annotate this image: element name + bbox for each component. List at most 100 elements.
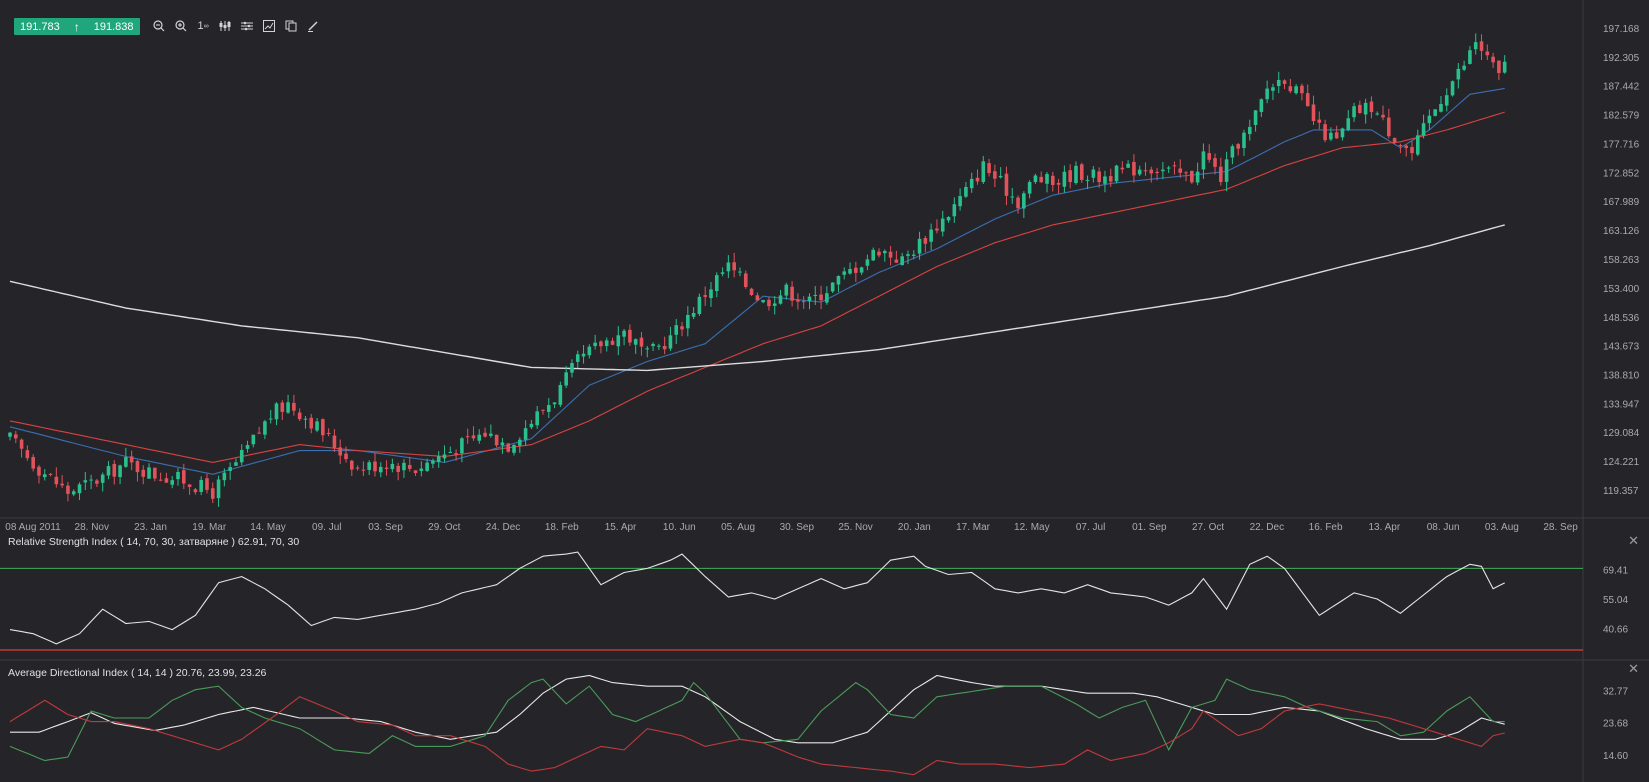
candle [95,478,99,488]
candle [448,446,453,453]
adx-y-tick-0: 32.77 [1603,687,1628,698]
candle [819,285,823,310]
candle [112,460,117,485]
candle [813,286,818,305]
candle [413,470,418,476]
candle [228,462,232,480]
copy-icon[interactable] [284,19,298,33]
candle [720,267,725,277]
candle [170,476,175,489]
arrow-up-icon: ↑ [73,19,80,34]
candle [350,459,354,476]
candle [1074,161,1078,185]
candle [361,461,366,477]
candle [1276,71,1281,94]
draw-icon[interactable] [306,19,320,33]
candle [1149,166,1154,183]
candle [888,245,893,266]
candle [1137,165,1142,177]
candle [593,334,597,350]
settings-icon[interactable] [240,19,254,33]
price-x-tick-13: 30. Sep [780,522,815,533]
indicators-icon[interactable] [218,19,232,33]
candle [894,250,899,264]
chart-toolbar: 1 ∞ [152,19,320,33]
candle [877,248,881,258]
candle [1114,164,1119,184]
rsi-close-icon[interactable]: ✕ [1628,533,1639,548]
candle [436,451,441,468]
candle [1421,114,1426,139]
candle [48,473,53,477]
candle [587,344,592,359]
zoom-in-icon[interactable] [174,19,188,33]
price-y-tick-10: 148.536 [1603,313,1640,324]
candle [807,293,812,310]
price-y-tick-6: 167.989 [1603,197,1640,208]
candle [187,484,192,495]
candle [1230,144,1235,165]
candle [355,465,360,471]
price-x-tick-12: 05. Aug [721,522,755,533]
candle [1224,151,1229,192]
adx-line-2 [9,696,1505,776]
candle [1288,78,1293,94]
price-x-tick-17: 12. May [1014,522,1050,533]
rsi-line [9,551,1505,645]
adx-close-icon[interactable]: ✕ [1628,661,1639,676]
price-x-tick-14: 25. Nov [838,522,872,533]
candle [216,475,221,507]
candle [1247,119,1252,141]
candle [575,350,580,369]
candle [1236,142,1240,156]
candle [286,394,290,414]
candle [1485,44,1490,60]
candle [523,420,528,446]
candle [66,481,70,502]
candle [581,345,586,364]
candle [1381,105,1385,121]
candle [158,472,163,482]
candle [338,439,343,465]
candle [251,434,256,448]
candle [1334,125,1339,139]
price-x-tick-11: 10. Jun [663,522,696,533]
candle [686,306,690,337]
candle [1056,178,1061,194]
candle [1004,166,1009,206]
candle [1195,162,1200,186]
price-y-tick-16: 119.357 [1603,486,1639,497]
candle [263,419,267,440]
price-y-tick-1: 192.305 [1603,53,1640,64]
candle [541,409,545,415]
timeframe-label: 1 [197,20,204,32]
price-badge[interactable]: 191.783 ↑ 191.838 [14,18,140,35]
price-y-tick-14: 129.084 [1603,428,1640,439]
candle [668,326,673,351]
candle [1427,109,1432,130]
chart-type-icon[interactable] [262,19,276,33]
candle [83,471,88,491]
candle [1410,140,1414,161]
candle [680,321,684,337]
candle [1201,143,1206,179]
candle [935,219,939,234]
candle [1502,55,1507,74]
timeframe-icon[interactable]: 1 ∞ [196,19,210,33]
candle [1456,63,1461,89]
price-y-tick-0: 197.168 [1603,24,1640,35]
candle [923,235,928,253]
candle [917,231,922,260]
candle [442,445,447,463]
candle [981,155,986,184]
zoom-out-icon[interactable] [152,19,166,33]
price-x-tick-4: 14. May [250,522,286,533]
candle [465,428,470,444]
price-x-tick-19: 01. Sep [1132,522,1167,533]
candle [402,459,406,478]
candle [1022,191,1026,218]
price-x-tick-2: 23. Jan [134,522,167,533]
candle [373,452,377,477]
candle [419,461,424,477]
